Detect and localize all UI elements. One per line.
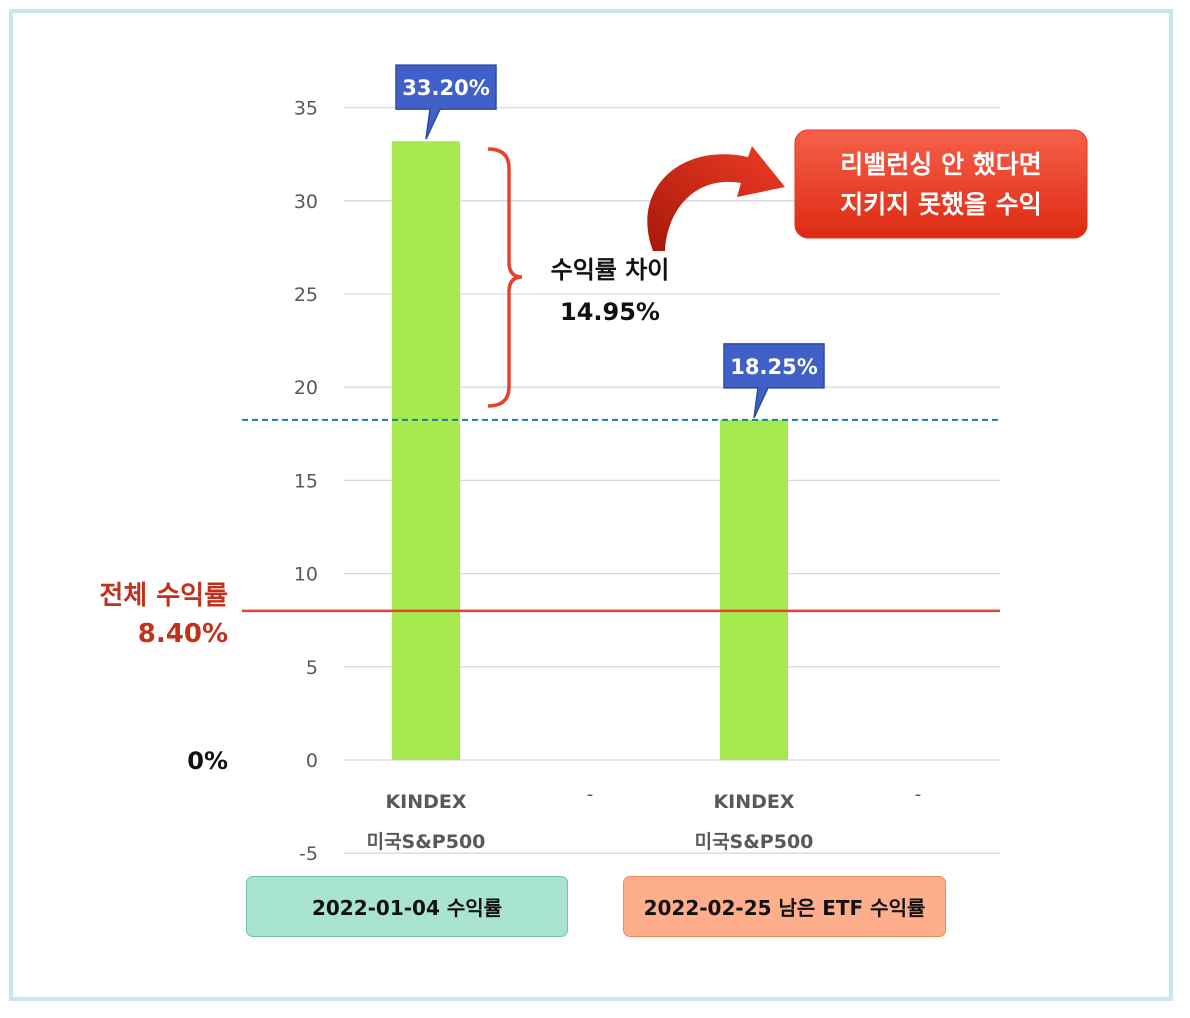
- x-tick-label: KINDEX: [385, 791, 466, 813]
- bar: [720, 419, 788, 760]
- y-tick-label: 5: [306, 657, 318, 679]
- zero-percent-label: 0%: [187, 747, 228, 775]
- total-return-value: 8.40%: [138, 619, 228, 649]
- y-tick-label: -5: [299, 843, 318, 865]
- x-tick-label: -: [587, 784, 594, 805]
- y-tick-label: 35: [294, 98, 318, 120]
- data-label: 33.20%: [402, 76, 489, 100]
- y-tick-label: 15: [294, 470, 318, 492]
- x-tick-label: 미국S&P500: [367, 831, 486, 853]
- total-return-label: 전체 수익률: [99, 581, 228, 611]
- curved-arrow-icon: [647, 146, 785, 251]
- difference-label: 수익률 차이: [551, 256, 670, 284]
- x-tick-label: KINDEX: [713, 791, 794, 813]
- data-label-callout: 18.25%: [723, 343, 825, 419]
- y-tick-label: 30: [294, 191, 318, 213]
- difference-value: 14.95%: [560, 298, 660, 326]
- x-tick-label: 미국S&P500: [695, 831, 814, 853]
- x-tick-label: -: [915, 784, 922, 805]
- y-tick-label: 0: [306, 750, 318, 772]
- y-tick-label: 10: [294, 564, 318, 586]
- y-tick-label: 20: [294, 377, 318, 399]
- note-line-1: 리밸런싱 안 했다면: [840, 150, 1041, 179]
- data-label-callout: 33.20%: [395, 64, 497, 140]
- legend-feb-remaining-etf-return: 2022-02-25 남은 ETF 수익률: [623, 876, 946, 937]
- y-tick-label: 25: [294, 284, 318, 306]
- note-line-2: 지키지 못했을 수익: [840, 190, 1041, 219]
- rebalancing-note: [794, 129, 1088, 239]
- bar: [392, 141, 460, 761]
- data-label: 18.25%: [730, 355, 817, 379]
- legend-jan-return: 2022-01-04 수익률: [246, 876, 568, 937]
- chart-frame: [9, 9, 1173, 1001]
- difference-brace: [487, 147, 523, 408]
